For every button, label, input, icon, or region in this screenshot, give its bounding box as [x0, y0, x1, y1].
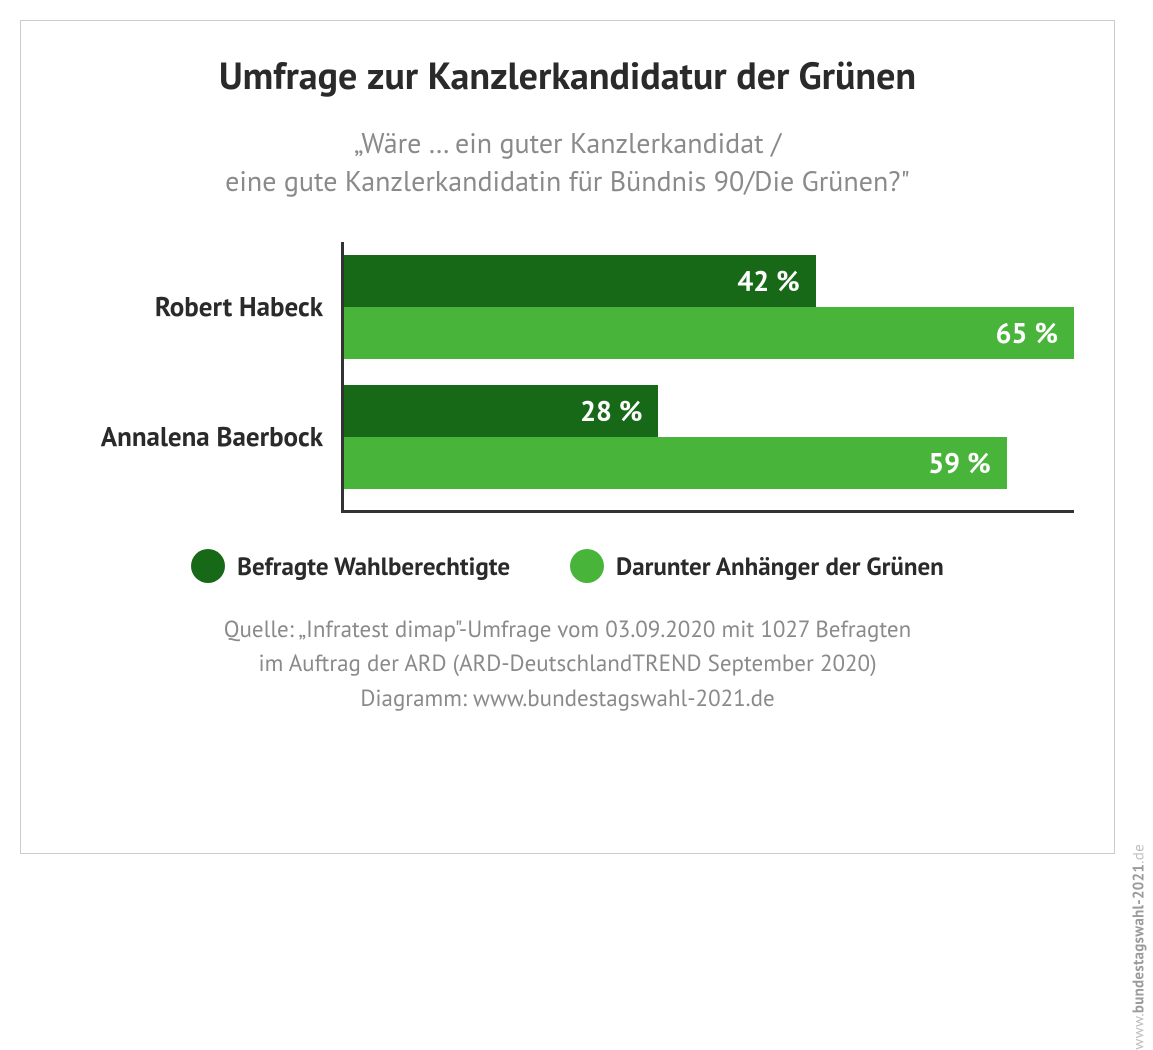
- source-line: im Auftrag der ARD (ARD-DeutschlandTREND…: [258, 649, 876, 678]
- legend-swatch: [191, 549, 225, 583]
- watermark: www.bundestagswahl-2021.de: [1130, 844, 1149, 1050]
- chart-frame: Umfrage zur Kanzlerkandidatur der Grünen…: [20, 20, 1115, 854]
- bar: 28 %: [344, 385, 658, 437]
- watermark-suffix: .de: [1130, 844, 1149, 864]
- subtitle-line-2: eine gute Kanzlerkandidatin für Bündnis …: [225, 162, 910, 199]
- legend-swatch: [570, 549, 604, 583]
- legend-item: Befragte Wahlberechtigte: [191, 549, 510, 583]
- watermark-prefix: www.: [1130, 1013, 1149, 1050]
- candidate-label: Robert Habeck: [61, 242, 341, 372]
- bar-group: 28 %59 %: [344, 372, 1074, 502]
- source-line: Quelle: „Infratest dimap"-Umfrage vom 03…: [224, 615, 911, 644]
- legend: Befragte Wahlberechtigte Darunter Anhäng…: [61, 549, 1074, 583]
- bar: 59 %: [344, 437, 1007, 489]
- bar: 65 %: [344, 307, 1074, 359]
- watermark-bold: bundestagswahl-2021: [1130, 864, 1149, 1013]
- bar: 42 %: [344, 255, 816, 307]
- chart-title: Umfrage zur Kanzlerkandidatur der Grünen: [61, 51, 1074, 100]
- subtitle-line-1: „Wäre … ein guter Kanzlerkandidat /: [354, 124, 781, 161]
- source-line: Diagramm: www.bundestagswahl-2021.de: [360, 684, 774, 713]
- y-axis-labels: Robert Habeck Annalena Baerbock: [61, 242, 341, 513]
- candidate-label: Annalena Baerbock: [61, 372, 341, 502]
- legend-label: Darunter Anhänger der Grünen: [616, 550, 944, 582]
- source-text: Quelle: „Infratest dimap"-Umfrage vom 03…: [61, 613, 1074, 717]
- plot-area: 42 %65 %28 %59 %: [341, 242, 1074, 513]
- legend-item: Darunter Anhänger der Grünen: [570, 549, 944, 583]
- bar-group: 42 %65 %: [344, 242, 1074, 372]
- chart-subtitle: „Wäre … ein guter Kanzlerkandidat / eine…: [61, 124, 1074, 200]
- legend-label: Befragte Wahlberechtigte: [237, 550, 510, 582]
- bar-chart: Robert Habeck Annalena Baerbock 42 %65 %…: [61, 242, 1074, 513]
